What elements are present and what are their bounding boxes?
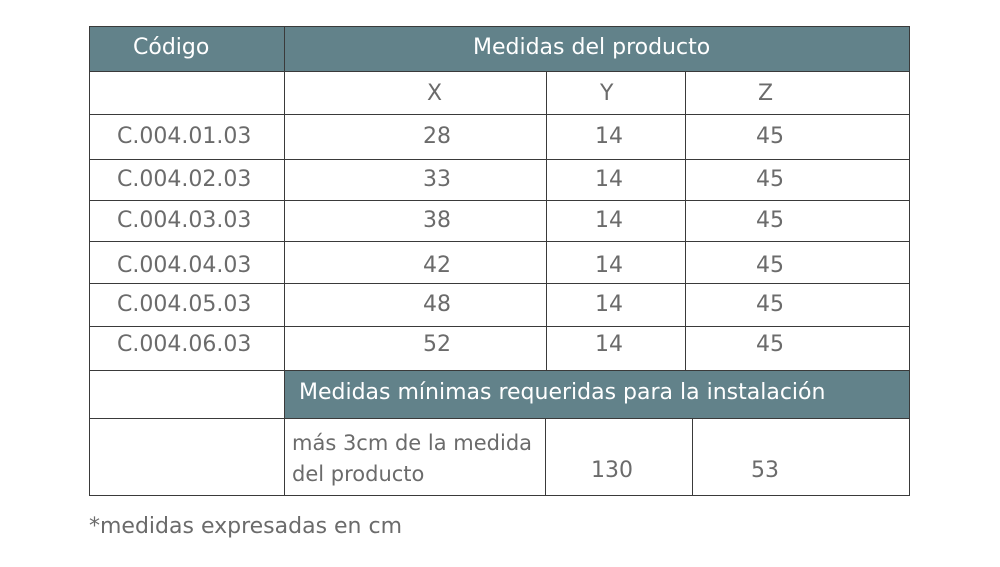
grid-line xyxy=(89,114,910,115)
row-y-value: 14 xyxy=(595,253,623,278)
row-y-value: 14 xyxy=(595,167,623,192)
row-code: C.004.05.03 xyxy=(117,292,252,317)
row-x-value: 48 xyxy=(423,292,451,317)
row-y-value: 14 xyxy=(595,332,623,357)
installation-z-value: 53 xyxy=(751,458,779,483)
grid-line xyxy=(284,26,285,496)
grid-line xyxy=(89,159,910,160)
row-code: C.004.01.03 xyxy=(117,124,252,149)
row-z-value: 45 xyxy=(756,167,784,192)
row-z-value: 45 xyxy=(756,332,784,357)
row-z-value: 45 xyxy=(756,292,784,317)
header-code-cell xyxy=(90,27,285,71)
row-code: C.004.02.03 xyxy=(117,167,252,192)
row-x-value: 42 xyxy=(423,253,451,278)
grid-line xyxy=(89,200,910,201)
grid-line xyxy=(89,241,910,242)
installation-header-cell xyxy=(285,371,909,418)
row-z-value: 45 xyxy=(756,208,784,233)
grid-line xyxy=(89,71,910,72)
row-x-value: 33 xyxy=(423,167,451,192)
axis-x-label: X xyxy=(427,81,443,106)
row-x-value: 28 xyxy=(423,124,451,149)
grid-line xyxy=(546,71,547,370)
installation-title: Medidas mínimas requeridas para la insta… xyxy=(299,380,826,405)
row-code: C.004.06.03 xyxy=(117,332,252,357)
row-y-value: 14 xyxy=(595,292,623,317)
measurements-table xyxy=(89,26,910,496)
axis-z-label: Z xyxy=(758,81,774,106)
row-code: C.004.04.03 xyxy=(117,253,252,278)
row-z-value: 45 xyxy=(756,124,784,149)
header-code-label: Código xyxy=(133,35,210,60)
grid-line xyxy=(89,283,910,284)
row-z-value: 45 xyxy=(756,253,784,278)
units-footnote: *medidas expresadas en cm xyxy=(89,514,403,539)
grid-line xyxy=(89,370,910,371)
axis-y-label: Y xyxy=(600,81,614,106)
row-x-value: 52 xyxy=(423,332,451,357)
row-y-value: 14 xyxy=(595,124,623,149)
grid-line xyxy=(692,418,693,496)
row-code: C.004.03.03 xyxy=(117,208,252,233)
grid-line xyxy=(545,418,546,496)
installation-y-value: 130 xyxy=(591,458,633,483)
grid-line xyxy=(89,326,910,327)
grid-line xyxy=(685,71,686,370)
header-measures-label: Medidas del producto xyxy=(473,35,711,60)
row-y-value: 14 xyxy=(595,208,623,233)
row-x-value: 38 xyxy=(423,208,451,233)
grid-line xyxy=(89,418,910,419)
installation-x-text: más 3cm de la medida del producto xyxy=(292,431,533,486)
header-measures-cell xyxy=(285,27,909,71)
